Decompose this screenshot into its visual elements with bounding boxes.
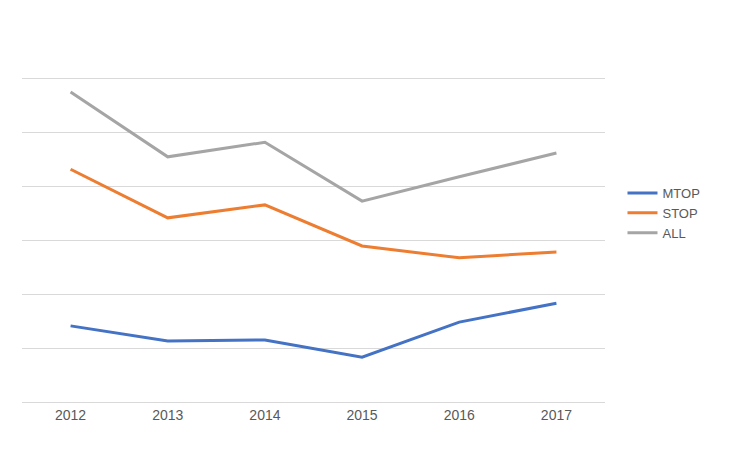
svg-text:ALL: ALL [662, 226, 685, 241]
svg-text:2013: 2013 [152, 407, 183, 423]
svg-text:2015: 2015 [347, 407, 378, 423]
svg-text:2012: 2012 [55, 407, 86, 423]
svg-text:2016: 2016 [444, 407, 475, 423]
svg-text:STOP: STOP [662, 206, 697, 221]
svg-text:2014: 2014 [249, 407, 280, 423]
svg-text:2017: 2017 [541, 407, 572, 423]
svg-text:MTOP: MTOP [662, 186, 699, 201]
